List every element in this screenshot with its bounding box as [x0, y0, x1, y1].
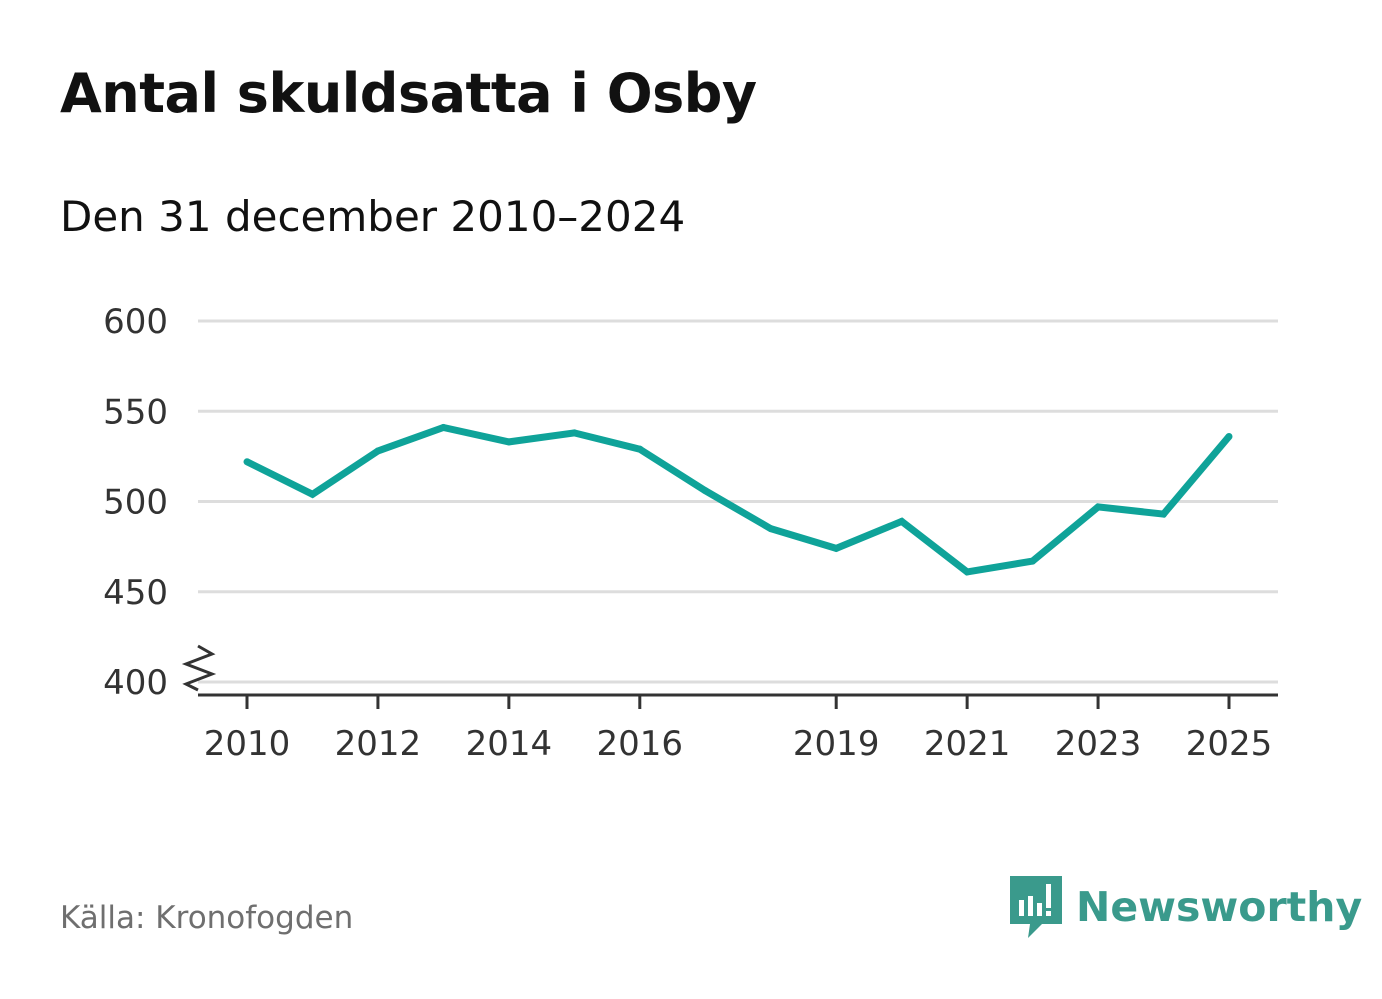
x-tick-label-2014: 2014 [466, 724, 553, 764]
x-tick-label-2012: 2012 [335, 724, 422, 764]
y-tick-label-500: 500 [103, 483, 168, 523]
data-point-2013 [439, 423, 447, 431]
data-point-2015 [570, 429, 578, 437]
x-tick-label-2010: 2010 [204, 724, 291, 764]
chart-subtitle: Den 31 december 2010–2024 [60, 192, 686, 241]
data-point-2025 [1225, 433, 1233, 441]
data-point-2020 [898, 517, 906, 525]
source-note: Källa: Kronofogden [60, 900, 354, 936]
data-point-2012 [374, 447, 382, 455]
chart-title: Antal skuldsatta i Osby [60, 62, 757, 125]
data-point-2010 [243, 458, 251, 466]
x-tick-label-2025: 2025 [1186, 724, 1273, 764]
axis-break-icon [181, 644, 217, 692]
series-group [243, 423, 1233, 576]
data-point-2023 [1094, 503, 1102, 511]
y-tick-label-400: 400 [103, 663, 168, 703]
data-point-2016 [636, 445, 644, 453]
y-axis-ticks: 400 450 500 550 600 [103, 302, 168, 703]
data-point-2017 [701, 487, 709, 495]
data-point-2021 [963, 568, 971, 576]
y-tick-label-450: 450 [103, 573, 168, 613]
data-point-2022 [1029, 557, 1037, 565]
grid-lines [198, 319, 1278, 684]
series-line-0 [245, 423, 1232, 576]
data-point-2018 [767, 525, 775, 533]
data-point-2024 [1160, 510, 1168, 518]
y-tick-label-600: 600 [103, 302, 168, 342]
x-tick-label-2019: 2019 [793, 724, 880, 764]
data-point-2019 [832, 544, 840, 552]
y-tick-label-550: 550 [103, 392, 168, 432]
data-point-2014 [505, 438, 513, 446]
x-axis-ticks: 2010 2012 2014 2016 2019 2021 2023 2025 [204, 695, 1273, 764]
brand-logo[interactable]: Newsworthy [1010, 876, 1362, 938]
newsworthy-logo-icon [1010, 876, 1062, 938]
x-tick-label-2021: 2021 [924, 724, 1011, 764]
data-point-2011 [308, 490, 316, 498]
brand-name: Newsworthy [1076, 883, 1363, 931]
x-tick-label-2023: 2023 [1055, 724, 1142, 764]
x-tick-label-2016: 2016 [597, 724, 684, 764]
